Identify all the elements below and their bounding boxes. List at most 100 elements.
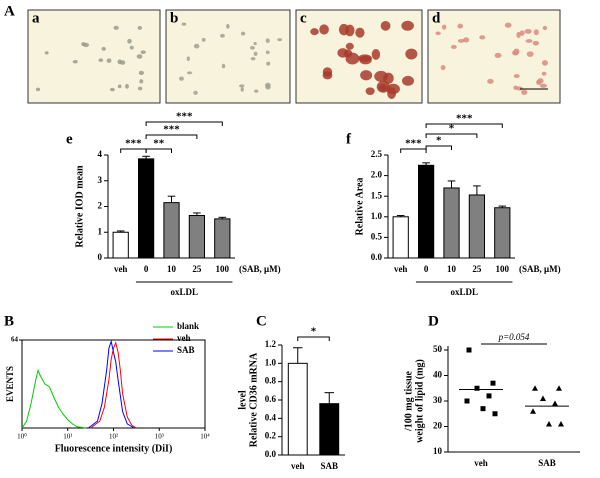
y-tick-label: 20 <box>433 421 443 431</box>
significance-bracket <box>425 133 478 138</box>
y-tick-label: 0.0 <box>371 252 383 262</box>
cell <box>521 89 528 95</box>
legend-label: blank <box>177 321 199 331</box>
bar <box>214 218 231 259</box>
cell <box>137 25 143 30</box>
y-tick-label: 0.4 <box>265 412 277 422</box>
cell <box>253 41 257 46</box>
cell <box>265 50 270 55</box>
x-tick-label: veh <box>474 458 488 468</box>
data-point <box>552 400 558 407</box>
cell <box>405 48 418 60</box>
y-tick-label: 1.0 <box>265 357 277 367</box>
unit-label: (SAB, μM) <box>519 264 561 274</box>
x-tick-label: 10⁴ <box>200 433 210 441</box>
cell <box>277 38 282 42</box>
cell <box>44 51 49 55</box>
unit-label: (SAB, μM) <box>239 264 281 274</box>
x-tick-label: veh <box>114 264 128 274</box>
cell <box>542 25 548 31</box>
x-tick-label: 0 <box>144 264 149 274</box>
x-tick-label: veh <box>291 461 305 471</box>
cell <box>220 33 225 38</box>
legend-label: SAB <box>177 345 195 355</box>
y-tick-label: 1.5 <box>371 190 383 200</box>
cell <box>265 38 270 43</box>
y-tick-label: 30 <box>433 395 443 405</box>
image-label: c <box>300 10 307 26</box>
y-tick-label: 64 <box>11 336 19 344</box>
bar <box>468 194 486 259</box>
data-point <box>486 393 492 399</box>
data-point <box>556 385 562 391</box>
cell <box>402 75 415 86</box>
y-tick-label: 0.0 <box>265 449 277 459</box>
significance-bracket <box>145 121 223 126</box>
x-tick-label: 10 <box>167 264 177 274</box>
cell <box>249 45 255 50</box>
x-tick-label: 25 <box>192 264 202 274</box>
cell <box>136 54 143 59</box>
panel-label: f <box>346 131 352 147</box>
cell <box>239 84 245 88</box>
data-point <box>530 408 536 414</box>
cell <box>101 46 106 51</box>
data-point <box>558 420 564 427</box>
panel-label: C <box>256 313 267 329</box>
cell <box>193 43 200 49</box>
y-tick-label: 2 <box>98 201 103 211</box>
x-tick-label: 0 <box>424 264 429 274</box>
significance-label: *** <box>163 124 180 136</box>
cell <box>532 40 540 46</box>
cell <box>374 70 388 82</box>
legend-label: veh <box>177 333 191 343</box>
y-tick-label: 10 <box>433 446 443 456</box>
cell <box>533 29 539 36</box>
cell <box>310 28 319 36</box>
significance-label: * <box>436 135 442 147</box>
significance-label: *** <box>125 138 142 150</box>
cell <box>254 89 259 93</box>
cell <box>435 31 441 36</box>
cell <box>516 31 521 39</box>
histogram-line <box>88 339 135 429</box>
x-tick-label: 10⁰ <box>17 433 27 441</box>
cell <box>106 58 112 63</box>
significance-bracket <box>425 145 452 150</box>
bar <box>188 215 206 259</box>
y-tick-label: 0 <box>98 252 103 262</box>
cell <box>265 82 271 88</box>
significance-bracket <box>425 123 503 128</box>
image-label: b <box>170 10 178 26</box>
significance-label: *** <box>176 111 193 123</box>
cell <box>119 60 126 65</box>
significance-label: * <box>449 123 455 135</box>
y-tick-label: 2.5 <box>371 149 383 159</box>
cell <box>457 23 464 29</box>
cell <box>526 51 534 58</box>
x-axis-title: Fluorescence intensity (DiI) <box>55 443 173 454</box>
cell <box>193 90 198 95</box>
panel-label: e <box>66 131 73 147</box>
cell <box>186 71 193 75</box>
bar <box>112 231 129 259</box>
y-axis-title: /100 mg tissue <box>403 370 414 432</box>
significance-label: p=0.054 <box>498 332 530 342</box>
cell <box>513 48 520 55</box>
cell <box>441 24 447 30</box>
data-point <box>532 385 538 391</box>
cell <box>371 49 381 60</box>
cell <box>226 24 230 29</box>
x-tick-label: 10¹ <box>63 433 72 441</box>
cell <box>139 79 144 84</box>
x-tick-label: 100 <box>496 264 510 274</box>
cell <box>525 39 533 43</box>
cell <box>516 86 523 91</box>
cell <box>186 56 190 62</box>
cell <box>541 60 548 66</box>
cell <box>345 42 354 50</box>
cell <box>337 48 349 58</box>
cell <box>253 51 258 56</box>
cell <box>127 38 132 44</box>
